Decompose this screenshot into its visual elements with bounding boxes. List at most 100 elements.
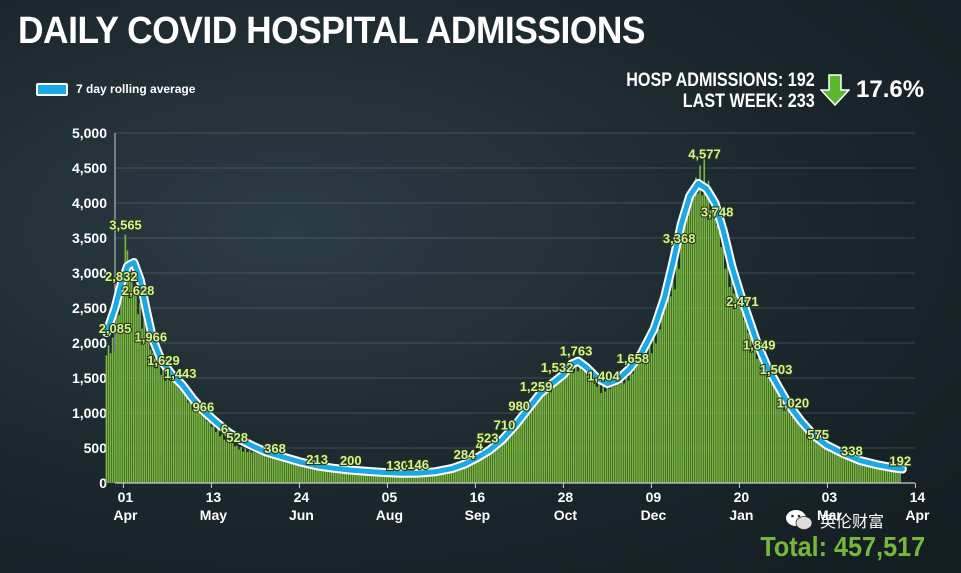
- daily-bar: [840, 454, 842, 483]
- daily-bar: [240, 446, 242, 483]
- daily-bar: [431, 473, 434, 483]
- daily-bar: [145, 337, 148, 483]
- daily-bar: [221, 434, 223, 483]
- daily-bar: [412, 473, 415, 483]
- daily-bar: [419, 472, 421, 483]
- y-tick-label: 2,000: [72, 335, 107, 351]
- daily-bar: [711, 203, 714, 483]
- data-label: 2,471: [726, 294, 759, 309]
- daily-bar: [739, 303, 741, 483]
- daily-bar: [562, 372, 565, 483]
- daily-bar: [852, 461, 855, 483]
- data-label: 146: [407, 457, 429, 472]
- daily-bar: [194, 403, 196, 483]
- daily-bar: [463, 463, 466, 483]
- daily-bar: [292, 464, 295, 483]
- legend: 7 day rolling average: [36, 82, 195, 96]
- daily-bar: [549, 392, 552, 483]
- x-tick-day: 03: [822, 489, 838, 505]
- daily-bar: [855, 459, 857, 483]
- daily-bar: [575, 357, 577, 483]
- data-label: 1: [406, 458, 413, 473]
- daily-bar: [709, 210, 712, 484]
- daily-bar: [482, 450, 485, 483]
- daily-bar: [671, 277, 674, 483]
- daily-bar: [678, 268, 680, 483]
- daily-bar: [737, 302, 739, 483]
- y-tick-label: 3,000: [72, 265, 107, 281]
- daily-bar: [242, 451, 245, 483]
- daily-bar: [756, 358, 758, 483]
- daily-bar: [149, 349, 152, 483]
- daily-bar: [530, 404, 533, 483]
- x-tick-month: Apr: [113, 507, 138, 523]
- daily-bar: [269, 458, 272, 483]
- daily-bar: [882, 465, 885, 483]
- daily-bar: [276, 457, 278, 483]
- daily-bar: [288, 462, 291, 483]
- daily-bar: [265, 457, 268, 483]
- daily-bar: [718, 229, 720, 483]
- daily-bar: [278, 459, 280, 483]
- data-label: 710: [494, 417, 516, 432]
- daily-bar: [554, 384, 556, 483]
- daily-bar: [865, 463, 868, 483]
- daily-bar: [492, 441, 495, 483]
- daily-bar: [732, 293, 735, 483]
- daily-bar: [212, 424, 215, 483]
- daily-bar: [130, 272, 133, 483]
- x-tick-month: Sep: [465, 507, 491, 523]
- daily-bar: [897, 469, 899, 483]
- daily-bar: [764, 364, 767, 483]
- daily-bar: [676, 255, 678, 483]
- daily-bar: [164, 380, 167, 483]
- daily-bar: [225, 438, 228, 483]
- daily-bar: [196, 411, 198, 483]
- daily-bar: [650, 353, 653, 483]
- x-tick-month: May: [200, 507, 227, 523]
- daily-bar: [379, 473, 381, 483]
- daily-bar: [714, 218, 716, 483]
- daily-bar: [446, 471, 449, 483]
- daily-bar: [387, 473, 390, 483]
- daily-bar: [899, 470, 901, 483]
- daily-bar: [255, 452, 257, 483]
- daily-bar: [747, 333, 750, 483]
- y-tick-label: 4,000: [72, 195, 107, 211]
- daily-bar: [791, 412, 794, 483]
- daily-bar: [634, 363, 636, 483]
- daily-bar: [486, 447, 489, 483]
- data-label: 1,849: [743, 338, 776, 353]
- daily-bar: [511, 424, 514, 483]
- daily-bar: [398, 474, 400, 483]
- daily-bar: [326, 468, 329, 483]
- daily-bar: [410, 473, 413, 483]
- daily-bar: [181, 385, 183, 483]
- daily-bar: [640, 356, 642, 483]
- data-label: 2,085: [99, 321, 132, 336]
- x-tick-day: 14: [910, 489, 926, 505]
- daily-bar: [168, 380, 171, 483]
- daily-bar: [617, 380, 619, 483]
- daily-bar: [151, 353, 154, 483]
- daily-bar: [867, 463, 870, 483]
- daily-bar: [423, 472, 426, 483]
- daily-bar: [427, 473, 430, 483]
- daily-bar: [467, 462, 470, 483]
- daily-bar: [800, 420, 802, 483]
- daily-bar: [834, 453, 836, 483]
- daily-bar: [116, 316, 118, 483]
- daily-bar: [105, 355, 108, 483]
- daily-bar: [507, 430, 510, 483]
- daily-bar: [545, 393, 548, 483]
- daily-bar: [560, 373, 562, 483]
- data-label: 528: [226, 430, 248, 445]
- daily-bar: [143, 318, 146, 483]
- daily-bar: [631, 373, 634, 483]
- daily-bar: [351, 469, 354, 483]
- daily-bar: [636, 364, 638, 483]
- daily-bar: [524, 406, 527, 483]
- daily-bar: [589, 373, 592, 483]
- data-label: 1,629: [147, 353, 180, 368]
- daily-bar: [646, 355, 649, 483]
